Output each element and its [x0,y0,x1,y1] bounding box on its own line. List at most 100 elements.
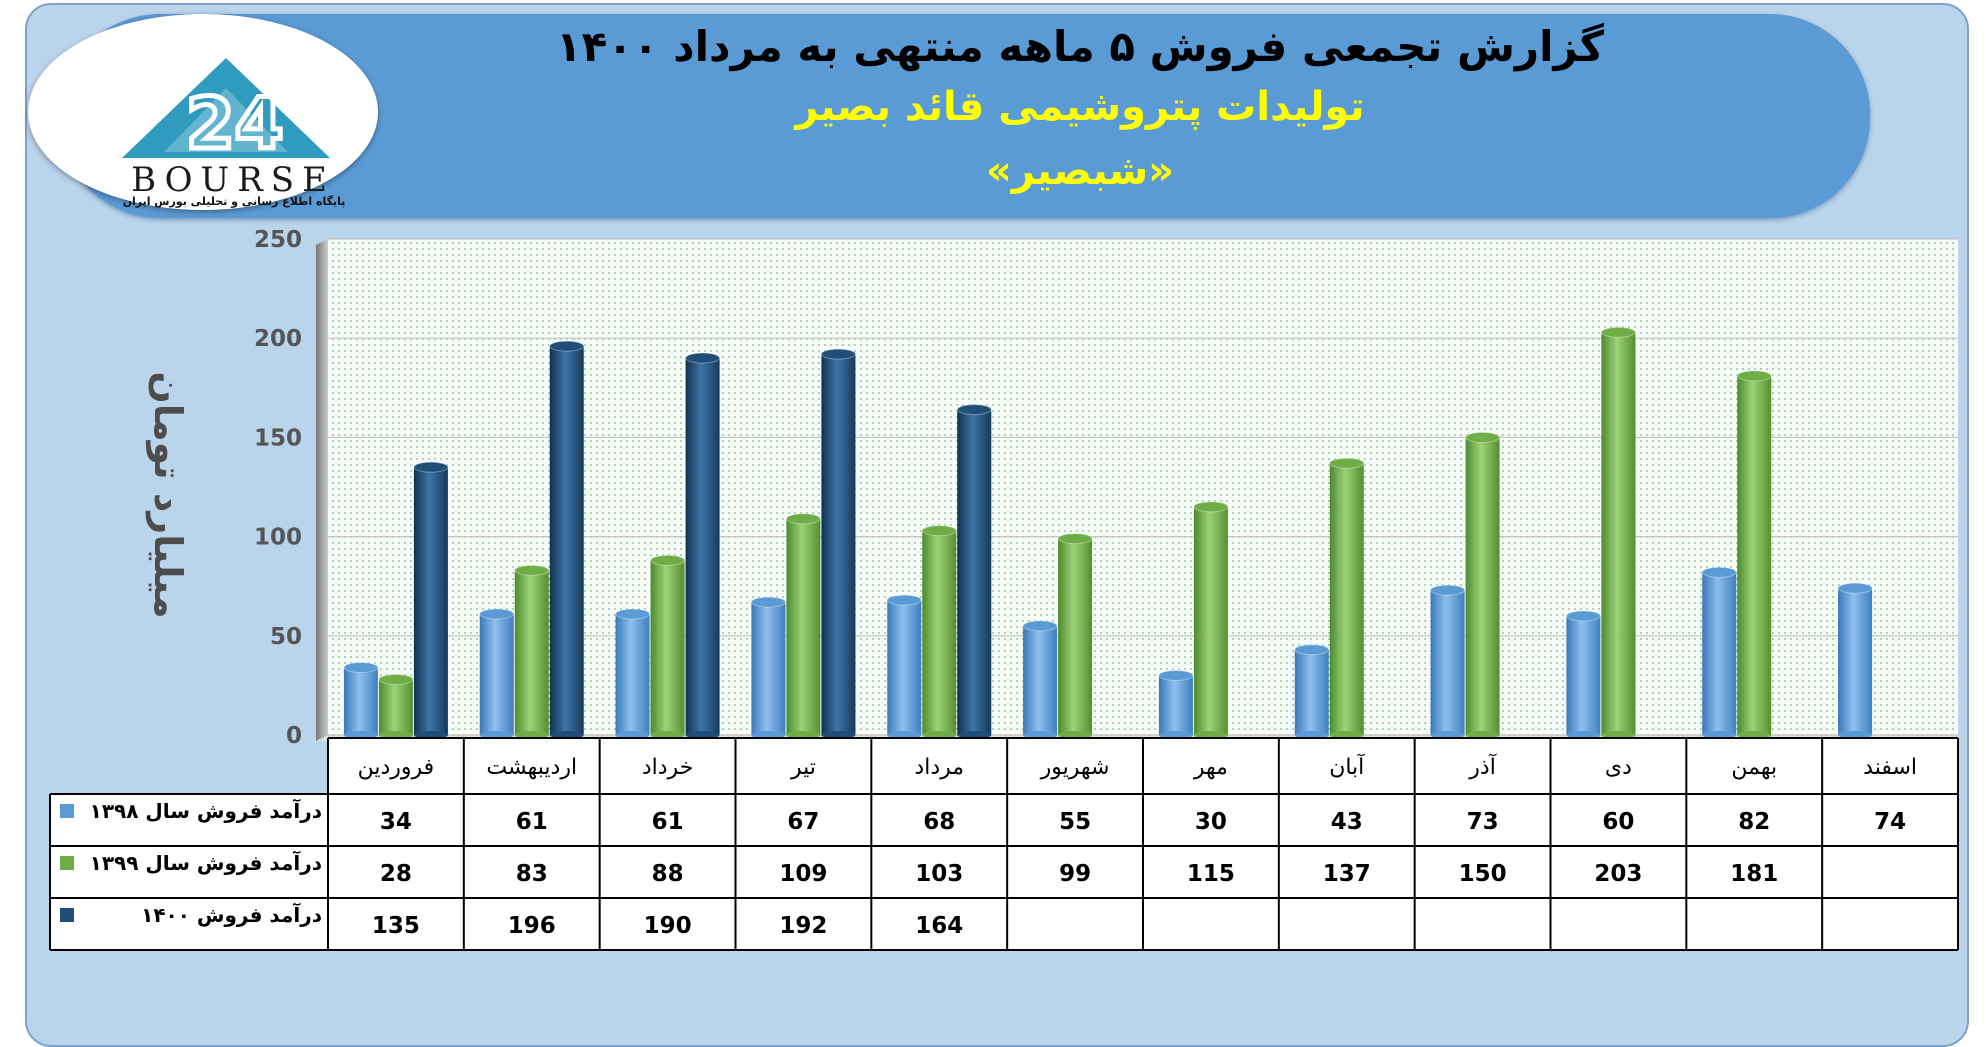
bar-cap [1837,582,1873,594]
bar-cap [1193,501,1229,513]
x-tick-label: خرداد [642,755,693,780]
bar-body [1737,375,1772,735]
report-title: گزارش تجمعی فروش ۵ ماهه منتهی به مرداد ۱… [555,22,1605,71]
logo-caption: پایگاه اطلاع رسانی و تحلیلی بورس ایران [122,195,346,208]
x-tick-label: آذر [1468,753,1496,780]
data-label: 137 [1323,861,1371,887]
bar [1736,370,1772,739]
bar-cap [514,564,550,576]
side-wall [316,239,328,741]
x-tick-label: تیر [790,755,816,780]
bar [615,608,651,739]
x-tick-label: مهر [1193,755,1228,780]
bar-cap [956,404,992,416]
bar-body [1158,675,1193,735]
bar-body [1601,332,1636,735]
bar-body [1329,463,1364,735]
bar-body [1702,572,1737,735]
x-tick-label: فروردین [358,755,435,780]
legend-label: درآمد فروش سال ۱۳۹۸ [90,798,322,823]
legend-label: درآمد فروش سال ۱۳۹۹ [90,850,322,875]
data-label: 74 [1874,809,1906,835]
bar-cap [1329,457,1365,469]
bar-body [650,560,685,735]
data-label: 67 [787,809,819,835]
bar-cap [343,662,379,674]
data-label: 73 [1467,809,1499,835]
x-tick-label: اسفند [1863,755,1917,780]
bar [685,352,721,739]
bar [1701,566,1737,739]
legend-swatch [60,856,74,870]
bar-body [549,346,584,735]
data-label: 150 [1459,861,1507,887]
y-tick-label: 0 [286,723,302,749]
data-label: 61 [652,809,684,835]
table-body [50,794,1958,950]
bar [1329,457,1365,739]
data-label: 55 [1059,809,1091,835]
bar [1022,620,1058,739]
bar [1565,610,1601,739]
bar-cap [1022,620,1058,632]
bar-cap [1600,326,1636,338]
bourse-logo: 24 BOURSE پایگاه اطلاع رسانی و تحلیلی بو… [28,14,378,210]
svg-text:24: 24 [186,83,283,164]
bar-cap [785,513,821,525]
y-tick-label: 150 [254,425,302,451]
bar-cap [750,596,786,608]
legend-swatch [60,908,74,922]
bar-cap [479,608,515,620]
logo-wordmark: BOURSE [131,160,335,200]
y-tick-label: 50 [270,624,302,650]
bar [1057,533,1093,739]
bar-cap [1158,669,1194,681]
bar [378,673,414,739]
bar [820,348,856,739]
bar [479,608,515,739]
data-label: 109 [779,861,827,887]
bar [1430,584,1466,739]
bar-body [1566,615,1601,735]
bar-body [1294,649,1329,735]
bar [343,662,379,739]
legend-label: درآمد فروش ۱۴۰۰ [141,902,322,927]
data-label: 83 [516,861,548,887]
data-label: 190 [644,913,692,939]
bar-body [685,358,720,735]
bar-body [413,467,448,735]
bar [956,404,992,739]
bar-body [751,602,786,735]
bar [886,594,922,739]
data-label: 181 [1730,861,1778,887]
bar-cap [1465,431,1501,443]
bar-cap [378,673,414,685]
data-label: 28 [380,861,412,887]
bar-body [479,613,514,735]
bar-cap [413,461,449,473]
bar-cap [1057,533,1093,545]
bar [514,564,550,739]
bar [1600,326,1636,739]
bar-cap [1736,370,1772,382]
bar [549,340,585,739]
bar-body [514,570,549,735]
bar-cap [685,352,721,364]
bar [785,513,821,739]
bar-cap [650,554,686,566]
bar [750,596,786,739]
data-label: 34 [380,809,412,835]
bar-body [1193,506,1228,735]
bar [1294,644,1330,739]
data-label: 103 [915,861,963,887]
data-label: 99 [1059,861,1091,887]
data-label: 203 [1594,861,1642,887]
y-tick-label: 250 [254,227,302,253]
bar-cap [1430,584,1466,596]
bar-body [786,518,821,735]
y-tick-label: 100 [254,525,302,551]
bar-cap [921,525,957,537]
bar [1158,669,1194,739]
bar [921,525,957,739]
